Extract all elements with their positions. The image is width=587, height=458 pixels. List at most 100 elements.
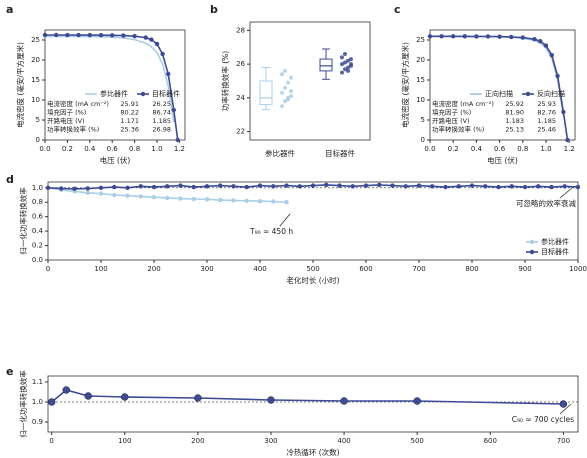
x-axis-label: 电压 (伏) <box>100 155 131 165</box>
y-tick-label: 20 <box>416 56 425 64</box>
legend-label: 参比器件 <box>100 89 128 98</box>
x-tick-label: 700 <box>557 437 570 445</box>
data-point <box>413 397 421 405</box>
table-cell: 填充因子 (%) <box>432 108 471 117</box>
x-tick-label: 200 <box>191 437 204 445</box>
data-point <box>231 184 236 189</box>
table-cell: 82.76 <box>537 109 556 117</box>
data-point <box>474 34 479 39</box>
table-cell: 开路电压 (V) <box>47 116 85 125</box>
data-point <box>125 185 130 190</box>
plot-frame <box>44 29 186 141</box>
data-point <box>485 34 491 39</box>
data-point <box>257 183 263 188</box>
data-point <box>456 184 461 189</box>
data-point <box>280 90 284 95</box>
x-tick-label: 0.0 <box>424 145 435 153</box>
data-point <box>110 33 115 38</box>
data-point <box>575 184 581 190</box>
data-point <box>85 186 90 191</box>
data-point <box>175 137 180 143</box>
legend-marker <box>529 239 535 245</box>
data-point <box>349 57 353 62</box>
data-point <box>340 70 344 75</box>
y-tick-label: 26 <box>236 60 245 68</box>
data-point <box>171 107 176 113</box>
x-tick-label: 600 <box>359 265 372 273</box>
y-axis-label: 功率转换效率 (%) <box>220 51 230 111</box>
data-point <box>289 89 293 94</box>
data-point <box>98 185 104 190</box>
data-point <box>565 137 570 143</box>
data-point <box>343 52 347 57</box>
x-tick-label: 0 <box>49 437 53 445</box>
data-point <box>346 65 350 70</box>
data-point <box>443 184 448 190</box>
series-line <box>45 35 175 123</box>
data-point <box>451 34 456 39</box>
panel-letter: d <box>6 173 14 186</box>
x-tick-label: 0.4 <box>471 145 483 153</box>
y-tick-label: 1.0 <box>32 398 43 406</box>
data-point <box>283 85 287 90</box>
annotation: T₉₀ ≈ 450 h <box>249 227 293 236</box>
x-tick-label: 0.6 <box>107 145 119 153</box>
x-tick-label: 1.0 <box>540 145 551 153</box>
x-tick-label: 0.8 <box>129 145 140 153</box>
data-point <box>416 183 422 188</box>
panel-letter: b <box>210 3 218 16</box>
y-tick-label: 28 <box>236 26 245 34</box>
series-line <box>430 35 569 141</box>
y-tick-label: 0.2 <box>32 242 43 250</box>
y-tick-label: 22 <box>236 128 245 136</box>
data-point <box>271 184 276 189</box>
data-point <box>340 62 344 67</box>
data-point <box>462 34 467 39</box>
data-point <box>191 196 196 202</box>
data-point <box>469 183 475 188</box>
data-point <box>497 34 502 39</box>
panel-letter: c <box>394 3 401 16</box>
x-tick-label: 0 <box>46 265 50 273</box>
data-point <box>284 183 289 188</box>
data-point <box>112 184 117 190</box>
table-cell: 填充因子 (%) <box>47 108 86 117</box>
data-point <box>289 75 293 80</box>
table-cell: 25.46 <box>537 126 556 134</box>
data-point <box>151 184 157 190</box>
legend-label: 反向扫描 <box>537 89 565 98</box>
data-point <box>337 183 342 188</box>
table-cell: 电流密度 (mA cm⁻²) <box>432 99 494 108</box>
data-point <box>286 97 290 102</box>
y-tick-label: 0.0 <box>32 256 43 264</box>
y-tick-label: 0.8 <box>32 198 43 206</box>
data-point <box>283 68 287 73</box>
data-point <box>340 397 348 405</box>
x-tick-label: 0.8 <box>517 145 528 153</box>
legend-label: 正向扫描 <box>485 89 513 98</box>
x-tick-label: 300 <box>200 265 213 273</box>
x-tick-label: 0.2 <box>62 145 73 153</box>
data-point <box>121 393 129 401</box>
data-point <box>340 55 344 60</box>
data-point <box>138 184 143 189</box>
data-point <box>555 73 560 79</box>
y-tick-label: 10 <box>416 96 425 104</box>
data-point <box>343 67 347 72</box>
y-tick-label: 0.9 <box>32 418 43 426</box>
table-cell: 1.185 <box>152 117 171 125</box>
x-tick-label: 1.0 <box>151 145 162 153</box>
data-point <box>559 400 568 408</box>
data-point <box>125 193 130 198</box>
y-tick-label: 25 <box>416 36 425 44</box>
table-cell: 电流密度 (mA cm⁻²) <box>47 99 109 108</box>
x-tick-label: 100 <box>118 437 131 445</box>
annotation: 可忽略的效率衰减 <box>516 198 576 208</box>
data-point <box>191 184 196 190</box>
plot-frame <box>429 29 576 141</box>
data-point <box>280 104 284 109</box>
data-point <box>346 68 350 73</box>
data-point <box>160 51 165 57</box>
table-cell: 25.13 <box>505 126 524 134</box>
data-point <box>390 183 395 188</box>
